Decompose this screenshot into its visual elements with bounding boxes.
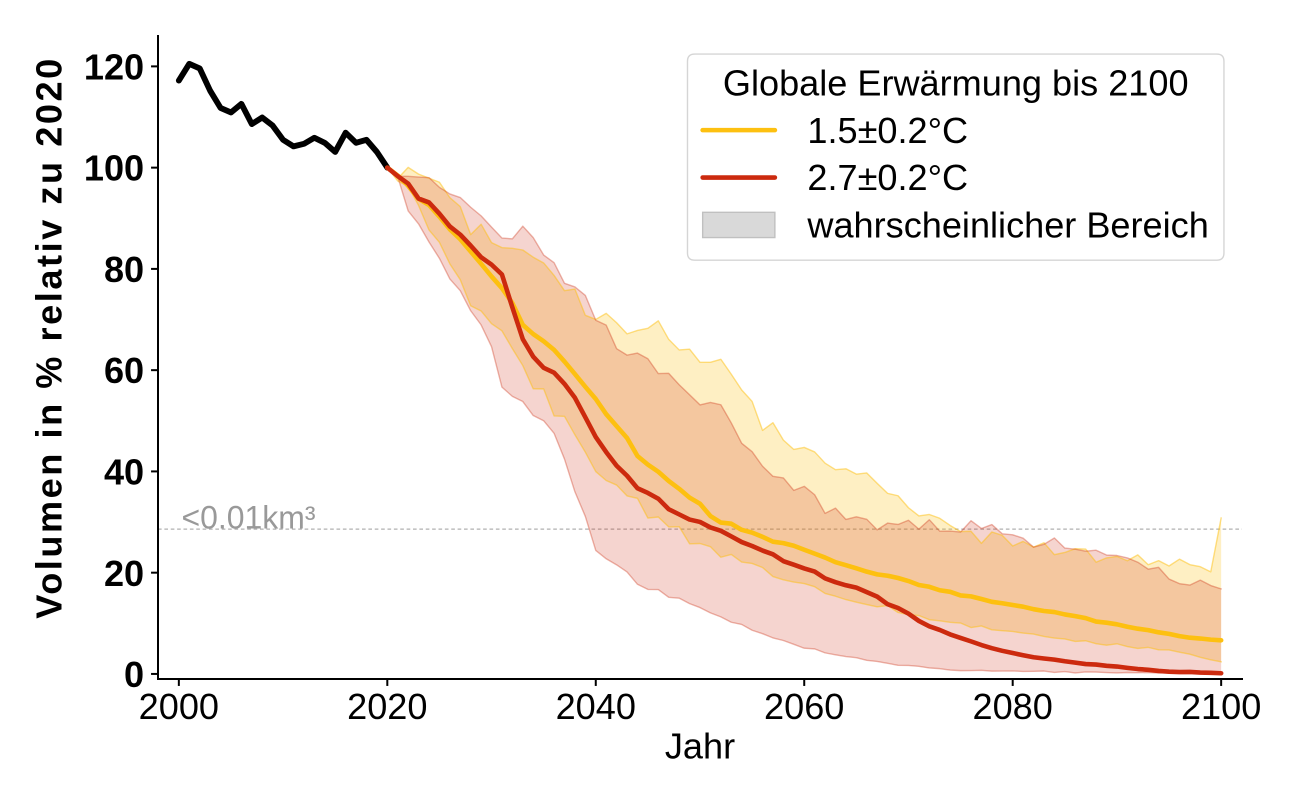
svg-text:2080: 2080 — [973, 686, 1053, 727]
svg-text:2.7±0.2°C: 2.7±0.2°C — [807, 157, 968, 198]
svg-text:100: 100 — [84, 148, 144, 189]
svg-text:<0.01km³: <0.01km³ — [181, 499, 315, 535]
svg-text:20: 20 — [104, 553, 144, 594]
svg-text:2000: 2000 — [139, 686, 219, 727]
svg-text:120: 120 — [84, 46, 144, 87]
svg-text:wahrscheinlicher Bereich: wahrscheinlicher Bereich — [806, 205, 1208, 246]
svg-text:2020: 2020 — [347, 686, 427, 727]
svg-text:2040: 2040 — [556, 686, 636, 727]
svg-text:60: 60 — [104, 350, 144, 391]
svg-text:Globale Erwärmung bis 2100: Globale Erwärmung bis 2100 — [723, 62, 1189, 103]
svg-text:0: 0 — [124, 654, 144, 695]
svg-text:2060: 2060 — [764, 686, 844, 727]
svg-text:2100: 2100 — [1181, 686, 1261, 727]
svg-text:40: 40 — [104, 452, 144, 493]
svg-text:Jahr: Jahr — [665, 725, 735, 766]
svg-text:80: 80 — [104, 249, 144, 290]
svg-text:1.5±0.2°C: 1.5±0.2°C — [807, 110, 968, 151]
svg-text:Volumen in % relativ zu 2020: Volumen in % relativ zu 2020 — [29, 56, 70, 619]
